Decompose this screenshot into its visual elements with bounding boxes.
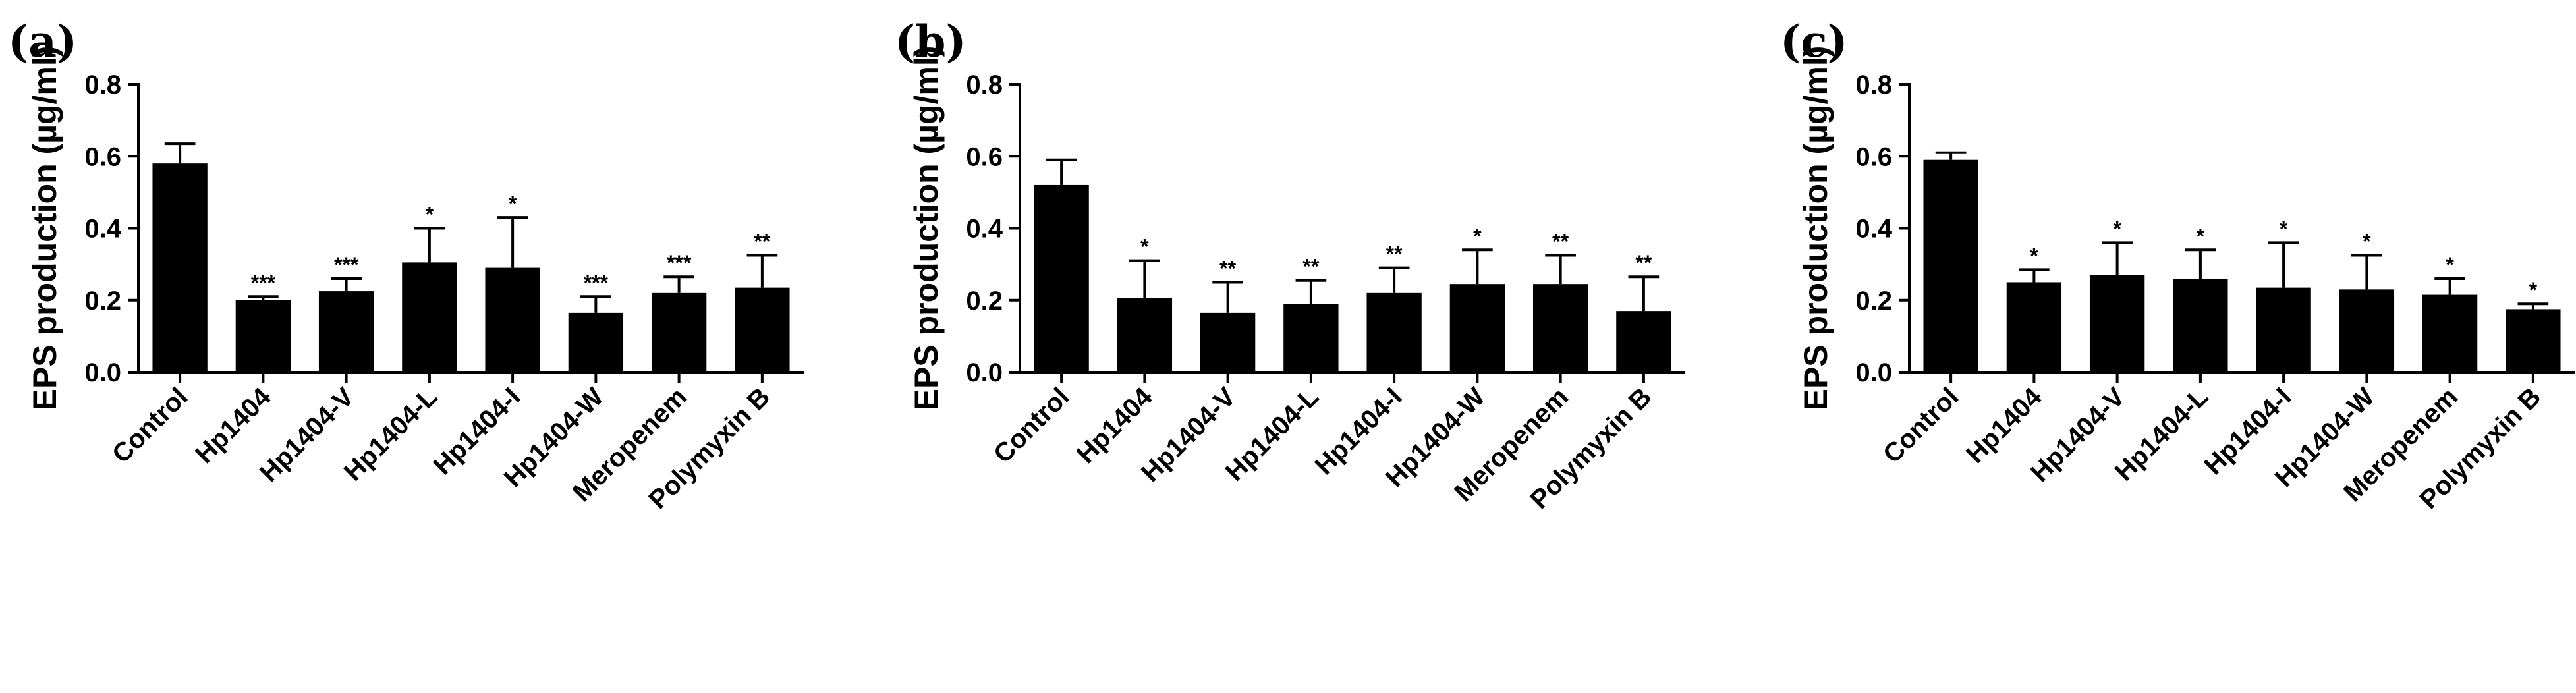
bar <box>735 287 790 372</box>
bar <box>402 262 457 372</box>
y-tick-label: 0.4 <box>1855 215 1892 244</box>
bar <box>2256 287 2311 372</box>
bar <box>1449 284 1505 372</box>
significance-label: ** <box>1635 251 1652 275</box>
y-tick-label: 0.2 <box>1855 287 1892 316</box>
significance-label: * <box>2113 217 2121 240</box>
y-tick-label: 0.2 <box>966 287 1003 316</box>
x-tick-label: Hp1404 <box>190 382 277 469</box>
y-tick-label: 0.0 <box>966 358 1003 387</box>
significance-label: * <box>509 192 517 215</box>
x-tick-label: Hp1404 <box>1961 382 2048 469</box>
chart-panel-b: (b)EPS production (µg/ml) 0.0 0.2 0.4 0.6 0.8… <box>895 16 1685 514</box>
y-tick-label: 0.0 <box>84 358 121 387</box>
significance-label: * <box>2363 229 2371 253</box>
y-tick-label: 0.8 <box>966 70 1003 99</box>
bar <box>2173 278 2228 372</box>
bar <box>1366 292 1422 372</box>
bar <box>1117 298 1173 372</box>
bar <box>152 163 208 373</box>
bar <box>568 312 624 372</box>
bar <box>2089 275 2145 372</box>
significance-label: * <box>426 203 434 227</box>
significance-label: *** <box>334 253 359 277</box>
bar <box>318 291 374 372</box>
panel-label: (b) <box>895 16 966 67</box>
y-tick-label: 0.4 <box>84 215 121 244</box>
bar <box>1034 184 1089 372</box>
x-tick-label: Control <box>107 382 194 469</box>
significance-label: * <box>2197 224 2205 248</box>
bar <box>485 267 540 372</box>
significance-label: * <box>2280 217 2288 240</box>
significance-label: * <box>2446 253 2454 277</box>
significance-label: * <box>2529 278 2538 302</box>
bar <box>1532 284 1588 372</box>
y-tick-label: 0.0 <box>1855 358 1892 387</box>
bar <box>2006 282 2062 372</box>
y-tick-label: 0.6 <box>1855 142 1892 171</box>
bar <box>235 300 291 372</box>
significance-label: *** <box>667 251 692 275</box>
significance-label: * <box>1473 224 1482 248</box>
y-tick-label: 0.6 <box>966 142 1003 171</box>
x-tick-label: Control <box>988 382 1075 469</box>
y-axis-title: EPS production (µg/ml) <box>1797 46 1834 411</box>
panel-label: (a) <box>8 16 77 67</box>
bar <box>1200 312 1256 372</box>
significance-label: *** <box>584 271 609 294</box>
y-tick-label: 0.2 <box>84 287 121 316</box>
significance-label: ** <box>1552 229 1569 253</box>
y-axis-title: EPS production (µg/ml) <box>908 46 945 411</box>
chart-panel-a: (a)EPS production (µg/ml) 0.0 0.2 0.4 0.6 0.8… <box>8 16 804 514</box>
x-tick-label: Control <box>1878 382 1965 469</box>
bar <box>2422 294 2478 372</box>
bar <box>651 292 707 372</box>
bar <box>1923 159 1978 372</box>
bar <box>1283 304 1339 372</box>
significance-label: ** <box>754 229 770 253</box>
significance-label: ** <box>1386 242 1403 266</box>
y-tick-label: 0.6 <box>84 142 121 171</box>
bar <box>1616 311 1671 372</box>
y-tick-label: 0.8 <box>84 70 121 99</box>
significance-label: * <box>1140 235 1149 259</box>
chart-panel-c: (c)EPS production (µg/ml) 0.0 0.2 0.4 0.6 0.8… <box>1780 16 2575 514</box>
y-tick-label: 0.4 <box>966 215 1003 244</box>
bar <box>2339 289 2395 372</box>
significance-label: * <box>2030 244 2038 267</box>
significance-label: ** <box>1219 256 1236 280</box>
panel-label: (c) <box>1780 16 1848 67</box>
bar <box>2506 309 2561 372</box>
y-tick-label: 0.8 <box>1855 70 1892 99</box>
x-tick-label: Hp1404 <box>1071 382 1158 469</box>
significance-label: *** <box>251 271 276 294</box>
significance-label: ** <box>1302 255 1319 279</box>
y-axis-title: EPS production (µg/ml) <box>26 46 63 411</box>
